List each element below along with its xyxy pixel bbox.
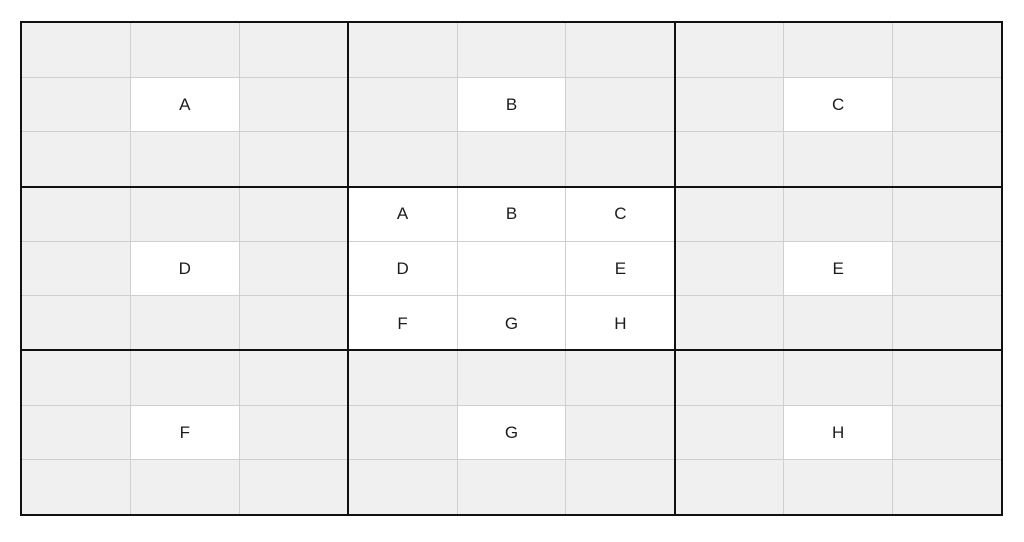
grid-cell-r7-c1-label-F: F <box>130 405 239 460</box>
grid-cell-r8-c4 <box>457 460 566 514</box>
grid-cell-r2-c7 <box>784 132 893 186</box>
grid-cell-r2-c5 <box>566 132 675 186</box>
grid-cell-r0-c8 <box>893 23 1001 77</box>
grid-cell-r4-c1-label-D: D <box>130 241 239 296</box>
grid-cell-r3-c3-label-A: A <box>348 187 457 241</box>
grid-cell-r5-c5-label-H: H <box>566 296 675 350</box>
grid-cell-r1-c5 <box>566 77 675 132</box>
grid-cell-r7-c6 <box>675 405 784 460</box>
grid-cell-r1-c4-label-B: B <box>457 77 566 132</box>
grid-cell-r4-c8 <box>893 241 1001 296</box>
grid-cell-r0-c6 <box>675 23 784 77</box>
grid-cell-r7-c0 <box>22 405 130 460</box>
grid-cell-r2-c3 <box>348 132 457 186</box>
grid-cell-r6-c2 <box>239 351 348 405</box>
grid-cell-r1-c3 <box>348 77 457 132</box>
grid-cell-r7-c3 <box>348 405 457 460</box>
grid-cell-r2-c4 <box>457 132 566 186</box>
grid-cell-r6-c7 <box>784 351 893 405</box>
grid-cell-r1-c6 <box>675 77 784 132</box>
grid-cell-r4-c7-label-E: E <box>784 241 893 296</box>
grid-cell-r8-c8 <box>893 460 1001 514</box>
grid-cell-r5-c3-label-F: F <box>348 296 457 350</box>
grid-cell-r0-c3 <box>348 23 457 77</box>
grid-cell-r3-c2 <box>239 187 348 241</box>
grid-cell-r4-c4 <box>457 241 566 296</box>
grid-cell-r8-c3 <box>348 460 457 514</box>
grid-cell-r8-c5 <box>566 460 675 514</box>
grid-cell-r2-c0 <box>22 132 130 186</box>
grid-cell-r4-c0 <box>22 241 130 296</box>
grid-cell-r3-c1 <box>130 187 239 241</box>
grid-cell-r0-c0 <box>22 23 130 77</box>
grid-cell-r6-c1 <box>130 351 239 405</box>
grid-cell-r3-c0 <box>22 187 130 241</box>
grid-cell-r3-c8 <box>893 187 1001 241</box>
grid-cell-r1-c8 <box>893 77 1001 132</box>
grid-cell-r8-c1 <box>130 460 239 514</box>
grid-cell-r2-c8 <box>893 132 1001 186</box>
grid-cell-r1-c7-label-C: C <box>784 77 893 132</box>
grid-cell-r6-c0 <box>22 351 130 405</box>
grid-cell-r0-c2 <box>239 23 348 77</box>
grid-cell-r4-c3-label-D: D <box>348 241 457 296</box>
grid-cell-r7-c7-label-H: H <box>784 405 893 460</box>
grid-cell-r1-c0 <box>22 77 130 132</box>
grid-cell-r3-c6 <box>675 187 784 241</box>
grid-cell-r6-c3 <box>348 351 457 405</box>
grid-cell-r5-c1 <box>130 296 239 350</box>
grid-cell-r5-c8 <box>893 296 1001 350</box>
grid-cell-r2-c1 <box>130 132 239 186</box>
grid-cell-r4-c6 <box>675 241 784 296</box>
grid-cell-r6-c8 <box>893 351 1001 405</box>
grid-cell-r0-c4 <box>457 23 566 77</box>
grid-cell-r8-c2 <box>239 460 348 514</box>
grid-cell-r7-c4-label-G: G <box>457 405 566 460</box>
grid-cell-r5-c0 <box>22 296 130 350</box>
grid-cell-r7-c2 <box>239 405 348 460</box>
grid-cell-r2-c6 <box>675 132 784 186</box>
grid-cell-r4-c2 <box>239 241 348 296</box>
grid-cell-r2-c2 <box>239 132 348 186</box>
grid-cell-r1-c1-label-A: A <box>130 77 239 132</box>
grid-cell-r3-c7 <box>784 187 893 241</box>
grid-cell-r0-c7 <box>784 23 893 77</box>
grid-cell-r8-c7 <box>784 460 893 514</box>
grid-cell-r5-c6 <box>675 296 784 350</box>
grid-cell-r8-c0 <box>22 460 130 514</box>
grid-cell-r0-c5 <box>566 23 675 77</box>
grid-cell-r8-c6 <box>675 460 784 514</box>
grid-cell-r0-c1 <box>130 23 239 77</box>
grid-cell-r6-c6 <box>675 351 784 405</box>
grid-cell-r1-c2 <box>239 77 348 132</box>
grid-cell-r5-c4-label-G: G <box>457 296 566 350</box>
grid-cell-r5-c7 <box>784 296 893 350</box>
grid-cell-r5-c2 <box>239 296 348 350</box>
grid-cell-r7-c8 <box>893 405 1001 460</box>
grid-cell-r6-c4 <box>457 351 566 405</box>
grid-cell-r3-c4-label-B: B <box>457 187 566 241</box>
grid-cell-r4-c5-label-E: E <box>566 241 675 296</box>
grid-cell-r3-c5-label-C: C <box>566 187 675 241</box>
grid-cell-r6-c5 <box>566 351 675 405</box>
grid-cell-r7-c5 <box>566 405 675 460</box>
